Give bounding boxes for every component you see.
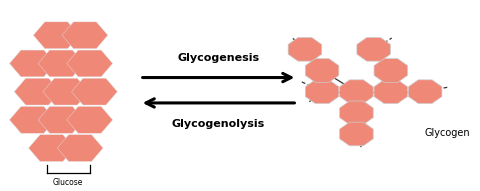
Polygon shape: [357, 37, 390, 61]
Polygon shape: [374, 80, 408, 104]
Polygon shape: [67, 50, 113, 77]
Polygon shape: [38, 107, 84, 133]
Text: Glucose: Glucose: [53, 178, 84, 187]
Polygon shape: [10, 107, 55, 133]
Text: Glycogenolysis: Glycogenolysis: [172, 119, 265, 129]
Polygon shape: [10, 50, 55, 77]
Text: Glycogenesis: Glycogenesis: [178, 53, 260, 63]
Polygon shape: [340, 122, 373, 146]
Polygon shape: [43, 78, 89, 105]
Polygon shape: [340, 101, 373, 125]
Polygon shape: [29, 135, 74, 161]
Polygon shape: [288, 37, 322, 61]
Polygon shape: [62, 22, 108, 49]
Polygon shape: [72, 78, 117, 105]
Polygon shape: [34, 22, 79, 49]
Polygon shape: [408, 80, 442, 104]
Polygon shape: [67, 107, 113, 133]
Text: Glycogen: Glycogen: [425, 128, 470, 138]
Polygon shape: [305, 80, 339, 104]
Polygon shape: [57, 135, 103, 161]
Polygon shape: [340, 80, 373, 104]
Polygon shape: [14, 78, 60, 105]
Polygon shape: [38, 50, 84, 77]
Polygon shape: [374, 59, 408, 82]
Polygon shape: [305, 59, 339, 82]
